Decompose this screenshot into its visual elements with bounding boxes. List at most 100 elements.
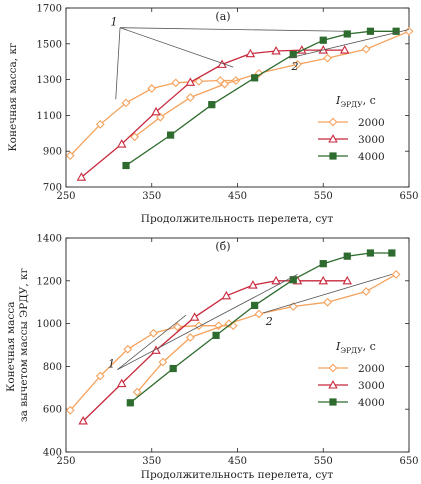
data-point: [343, 30, 351, 38]
y-tick-label: 1100: [37, 111, 62, 122]
data-point: [366, 27, 375, 35]
x-tick-label: 250: [56, 191, 75, 202]
data-point: [214, 321, 224, 331]
data-point: [342, 275, 352, 285]
panel-b-y-ticks: 400 600 800 1000 1200 1400: [37, 234, 409, 459]
data-point: [65, 405, 75, 415]
panel-b-x-ticks: 250 350 450 550 650: [56, 238, 419, 467]
x-tick-label: 550: [314, 456, 333, 467]
curve-label-2: 2: [290, 60, 298, 73]
y-tick-label: 1200: [37, 276, 62, 287]
panel-a-y-axis-label: Конечная масса, кг: [7, 42, 19, 152]
data-point: [65, 151, 75, 161]
legend-swatch-marker: [328, 134, 338, 143]
panel-b-y-axis-label: Конечная масса за вычетом массы ЭРДУ, кг: [5, 267, 30, 422]
data-point: [117, 139, 127, 148]
data-point: [254, 309, 264, 319]
series-4000: [126, 249, 396, 407]
data-point: [361, 287, 371, 296]
series-2000: [65, 321, 238, 415]
y-tick-label: 1400: [37, 234, 62, 245]
data-point: [132, 387, 142, 397]
data-point: [289, 50, 297, 59]
data-point: [366, 249, 375, 257]
data-point: [76, 172, 87, 181]
annotation-leader-line: [288, 29, 410, 59]
legend-item-4000: 4000: [318, 397, 385, 409]
legend-title: IЭРДУ, с: [335, 340, 376, 355]
data-point: [126, 399, 134, 407]
legend-item-3000: 3000: [318, 380, 385, 392]
data-point: [245, 48, 256, 58]
x-tick-label: 250: [56, 456, 75, 467]
series-3000: [76, 45, 350, 181]
data-point: [319, 36, 327, 44]
data-point: [323, 297, 332, 307]
curve-label-1: 1: [111, 16, 118, 29]
x-tick-label: 550: [314, 191, 333, 202]
panel-a-x-ticks: 250 350 450 550 650: [56, 8, 419, 202]
panel-a-legend: IЭРДУ, с 2000 3000 4000: [318, 94, 385, 163]
series-3000: [78, 275, 352, 425]
y-tick-label: 1500: [37, 39, 62, 50]
data-point: [151, 106, 161, 116]
annotation-leader-line: [119, 27, 234, 68]
y-tick-label: 900: [43, 147, 62, 158]
legend-label: 4000: [358, 397, 385, 409]
data-point: [173, 322, 182, 332]
legend-label: 3000: [358, 380, 385, 392]
data-point: [293, 60, 302, 69]
data-point: [158, 357, 168, 367]
x-tick-label: 450: [228, 191, 247, 202]
data-point: [189, 312, 200, 321]
series-line: [80, 49, 345, 178]
panel-b-y-axis-label-line2: за вычетом массы ЭРДУ, кг: [18, 267, 30, 422]
legend-swatch-marker: [328, 117, 338, 127]
data-point: [185, 77, 196, 86]
data-point: [78, 416, 88, 425]
legend-item-2000: 2000: [318, 363, 385, 375]
data-point: [271, 275, 281, 285]
legend-swatch-marker: [329, 152, 337, 160]
panel-b-y-axis-label-line1: Конечная масса: [5, 302, 17, 392]
panel-b-plot-frame: [65, 237, 410, 453]
x-tick-label: 350: [142, 191, 161, 202]
legend-swatch-marker: [328, 363, 338, 373]
panel-b-annotations: 12: [108, 273, 392, 371]
panel-b-legend: IЭРДУ, с 2000 3000 4000: [318, 340, 385, 409]
y-tick-label: 1300: [37, 75, 62, 86]
data-point: [212, 331, 220, 339]
panel-b: (б) 400 600 800 1000 1200 1400 250 350 450 550 65…: [5, 234, 419, 482]
data-point: [185, 333, 195, 342]
series-line: [69, 79, 236, 157]
data-point: [323, 53, 332, 63]
data-point: [95, 371, 105, 381]
data-point: [343, 252, 351, 260]
panel-b-series: [65, 249, 401, 425]
data-point: [361, 44, 371, 54]
data-point: [318, 275, 328, 285]
data-point: [155, 112, 165, 122]
data-point: [185, 93, 195, 102]
panel-a-x-axis-label: Продолжительность перелета, сут: [141, 213, 334, 225]
y-tick-label: 600: [43, 405, 62, 416]
y-tick-label: 800: [43, 362, 62, 373]
data-point: [123, 344, 133, 354]
y-tick-label: 1700: [37, 4, 62, 15]
data-point: [95, 119, 105, 129]
series-2000-curve-2: [132, 270, 401, 397]
data-point: [171, 78, 181, 88]
data-point: [194, 77, 204, 86]
x-tick-label: 450: [228, 456, 247, 467]
series-4000: [122, 27, 400, 170]
legend-label: 3000: [358, 134, 385, 146]
data-point: [248, 280, 258, 289]
data-point: [169, 364, 177, 373]
panel-a-y-ticks: 700 900 1100 1300 1500 1700: [37, 4, 409, 194]
data-point: [288, 302, 298, 311]
data-point: [224, 319, 234, 328]
data-point: [130, 132, 139, 142]
annotation-leader-line: [117, 314, 187, 370]
data-point: [149, 328, 158, 338]
